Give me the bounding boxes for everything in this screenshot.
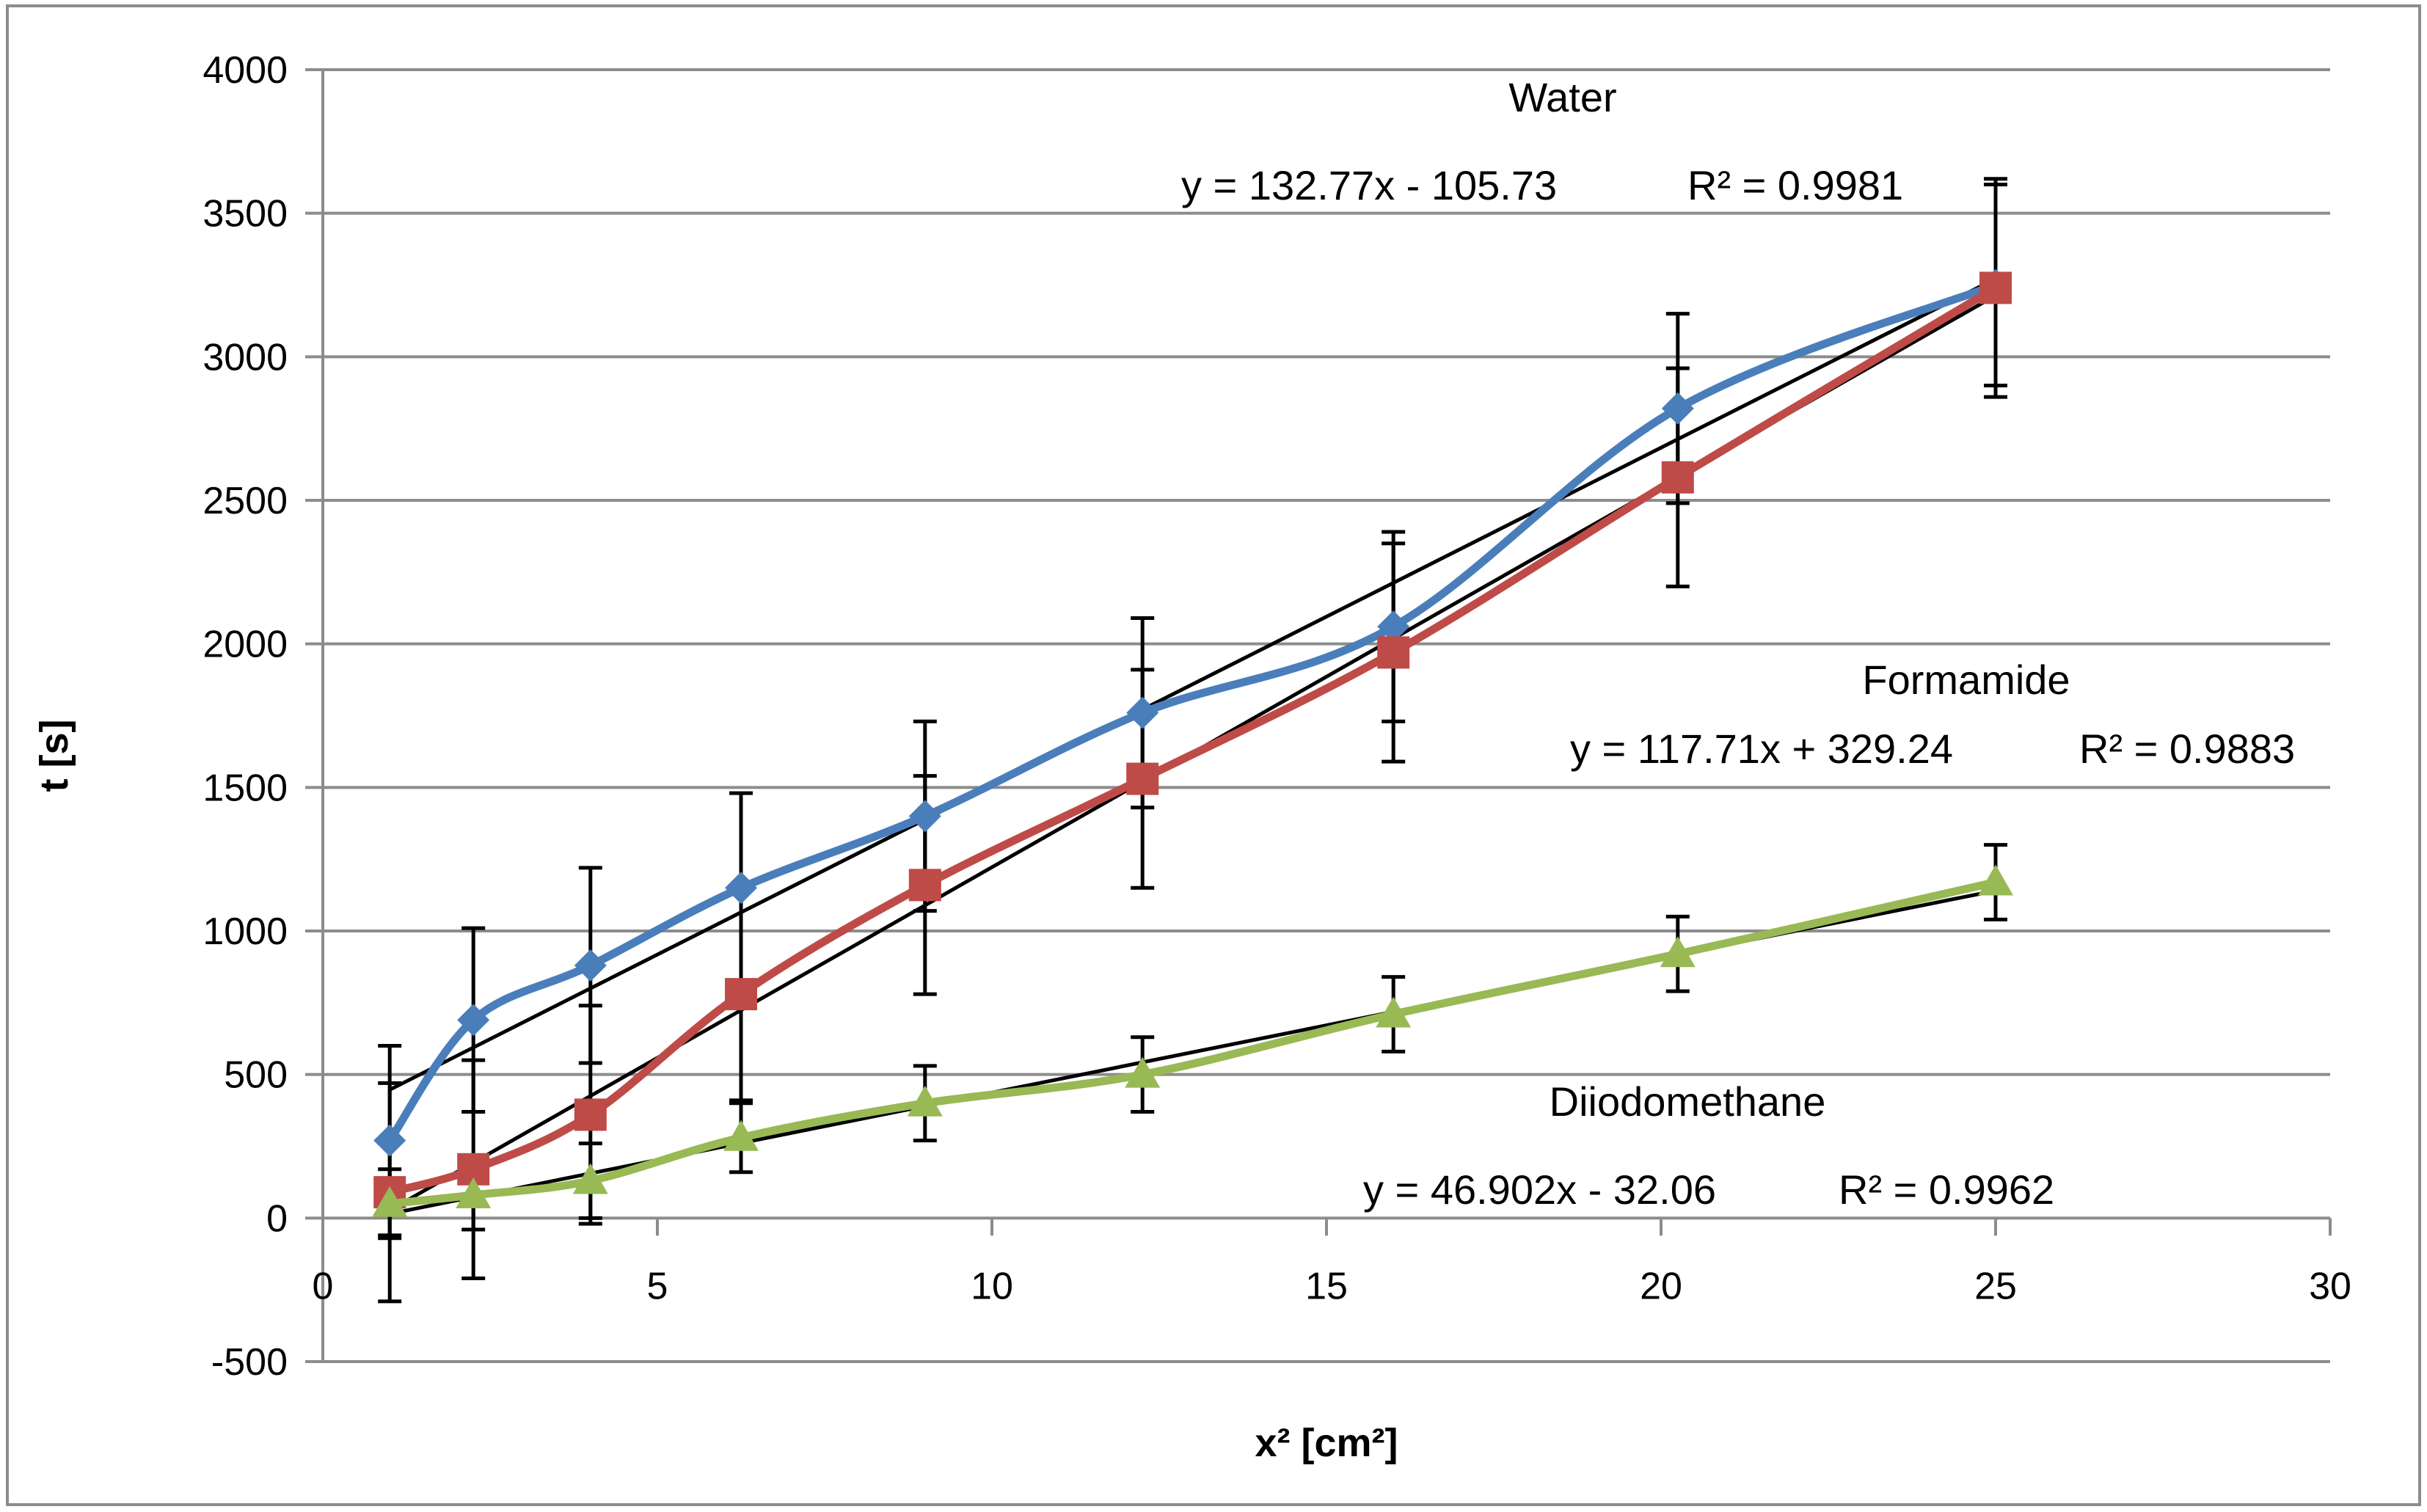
- data-point-water-0: [373, 1124, 406, 1157]
- y-tick-label--500: -500: [211, 1341, 288, 1384]
- data-point-formamide-8: [1979, 271, 2012, 304]
- data-point-formamide-2: [574, 1098, 607, 1131]
- y-tick-label-2000: 2000: [202, 624, 288, 666]
- data-point-diiodomethane-7: [1660, 936, 1696, 968]
- y-axis-title: t [s]: [32, 720, 76, 792]
- data-point-formamide-3: [725, 978, 757, 1011]
- data-point-water-1: [457, 1004, 490, 1037]
- data-point-diiodomethane-5: [1125, 1056, 1161, 1088]
- x-tick-label-10: 10: [971, 1265, 1013, 1307]
- y-tick-label-1500: 1500: [202, 767, 288, 809]
- data-point-water-2: [574, 949, 607, 982]
- data-point-formamide-4: [908, 869, 941, 902]
- y-tick-label-1000: 1000: [202, 910, 288, 953]
- x-tick-label-15: 15: [1305, 1265, 1348, 1307]
- diiodomethane-label: Diiodomethane: [1550, 1078, 1826, 1125]
- y-tick-label-500: 500: [224, 1054, 288, 1097]
- data-point-water-7: [1661, 392, 1694, 425]
- data-point-water-5: [1126, 696, 1159, 729]
- water-equation: y = 132.77x - 105.73: [1181, 162, 1557, 208]
- data-point-diiodomethane-6: [1376, 996, 1412, 1028]
- data-point-water-4: [908, 800, 941, 833]
- x-tick-label-30: 30: [2309, 1265, 2351, 1307]
- axes: [321, 70, 2332, 1362]
- y-tick-label-3000: 3000: [202, 336, 288, 379]
- data-point-formamide-7: [1661, 461, 1694, 494]
- x-tick-label-25: 25: [1974, 1265, 2017, 1307]
- data-point-water-3: [725, 872, 757, 905]
- formamide-label: Formamide: [1862, 657, 2070, 703]
- y-tick-label-2500: 2500: [202, 480, 288, 522]
- diiodomethane-equation: y = 46.902x - 32.06: [1363, 1166, 1716, 1213]
- y-tick-label-0: 0: [266, 1197, 288, 1240]
- x-tick-label-5: 5: [647, 1265, 668, 1307]
- series-diiodomethane: [372, 864, 2013, 1217]
- annotations: Water y = 132.77x - 105.73 R² = 0.9981 F…: [1181, 74, 2295, 1213]
- data-point-diiodomethane-8: [1978, 864, 2013, 896]
- x-axis-title: x² [cm²]: [1255, 1421, 1398, 1465]
- data-point-formamide-5: [1126, 762, 1159, 795]
- series-formamide: [373, 271, 2012, 1209]
- data-point-diiodomethane-1: [456, 1177, 492, 1209]
- tick-labels: -500 0 500 1000 1500 2000 2500 3000 3500 4000 0 5 10…: [202, 49, 2351, 1384]
- data-point-water-6: [1377, 610, 1410, 643]
- data-point-formamide-6: [1377, 636, 1410, 669]
- y-tick-label-3500: 3500: [202, 193, 288, 235]
- diiodomethane-r2: R² = 0.9962: [1839, 1166, 2054, 1213]
- y-tick-label-4000: 4000: [202, 49, 288, 92]
- chart-border: [6, 4, 2421, 1506]
- data-point-diiodomethane-0: [372, 1186, 408, 1217]
- x-tick-label-20: 20: [1640, 1265, 1682, 1307]
- water-label: Water: [1508, 74, 1616, 120]
- series-line-water: [385, 281, 2000, 1145]
- data-series: [372, 269, 2013, 1217]
- formamide-r2: R² = 0.9883: [2079, 726, 2295, 772]
- formamide-equation: y = 117.71x + 329.24: [1570, 726, 1953, 772]
- x-tick-label-0: 0: [313, 1265, 334, 1307]
- data-point-diiodomethane-4: [907, 1085, 943, 1117]
- water-r2: R² = 0.9981: [1687, 162, 1903, 208]
- trendline-1: [389, 277, 1997, 1092]
- data-point-diiodomethane-3: [723, 1120, 759, 1151]
- data-point-diiodomethane-2: [572, 1163, 608, 1194]
